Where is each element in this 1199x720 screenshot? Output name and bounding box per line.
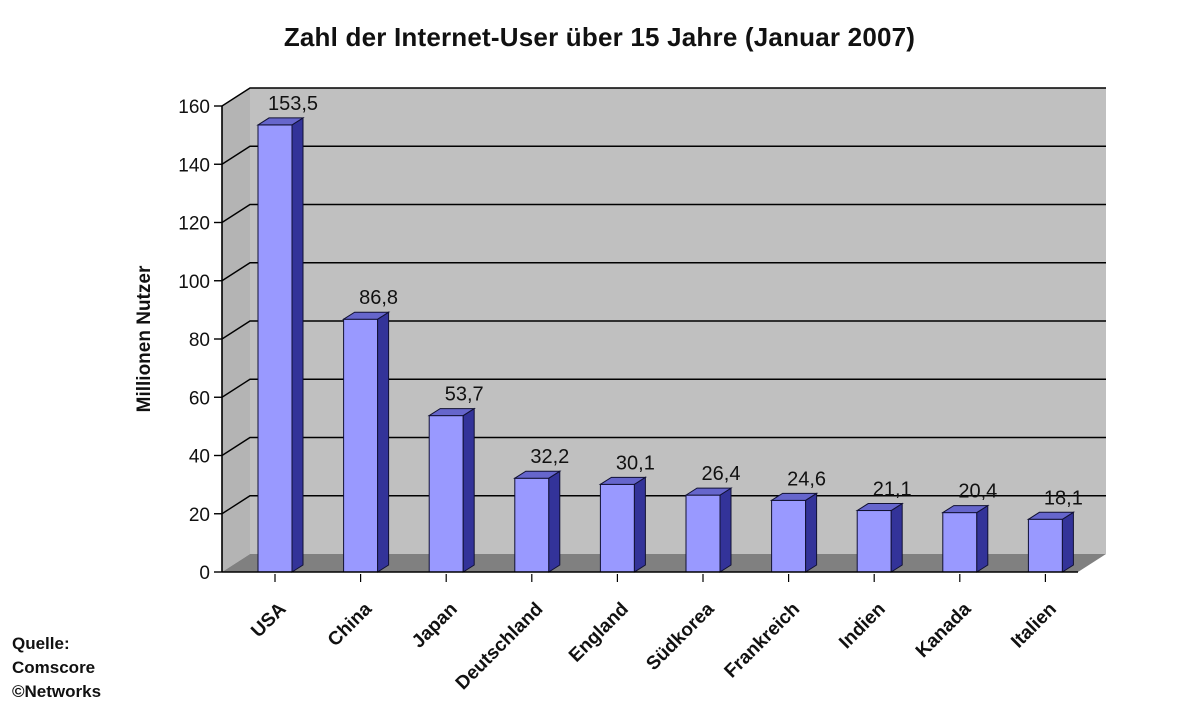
- bar-value-label: 21,1: [873, 479, 912, 501]
- bar-top: [427, 408, 476, 417]
- y-gridline: [221, 203, 1106, 224]
- y-tick-label: 100: [178, 272, 210, 293]
- bar-side: [548, 470, 561, 573]
- y-gridline: [221, 436, 1106, 457]
- bar-value-label: 18,1: [1044, 487, 1083, 509]
- x-category-label: Südkorea: [642, 598, 718, 674]
- bar-side: [462, 407, 475, 573]
- x-category-label: China: [324, 598, 376, 650]
- y-tick-label: 0: [199, 563, 210, 584]
- bar-side: [976, 504, 989, 573]
- x-category-label: Frankreich: [721, 599, 805, 683]
- bar-side: [719, 487, 732, 573]
- bar-top: [598, 476, 648, 485]
- bar-side: [1061, 511, 1074, 573]
- y-gridline: [221, 495, 1106, 515]
- bar-top: [256, 117, 305, 126]
- bar-front: [1027, 518, 1063, 573]
- source-note: Quelle: Comscore ©Networks: [12, 632, 101, 704]
- bar-top: [941, 505, 990, 514]
- bar-side: [633, 476, 646, 573]
- bar-side: [890, 502, 903, 573]
- x-category-label: Deutschland: [452, 599, 547, 694]
- y-tick-label: 80: [189, 330, 210, 351]
- bar-value-label: 30,1: [616, 452, 655, 474]
- y-tick-label: 160: [178, 97, 210, 118]
- bar-top: [1026, 511, 1076, 520]
- bar-top: [769, 492, 819, 501]
- bar-top: [684, 487, 733, 496]
- y-gridline: [221, 87, 1106, 107]
- x-category-label: Japan: [408, 599, 462, 653]
- bar-top: [341, 311, 391, 320]
- x-category-label: Indien: [835, 599, 889, 653]
- y-tick-label: 120: [178, 214, 210, 235]
- x-category-label: England: [565, 599, 633, 667]
- bar-front: [856, 510, 892, 573]
- bar-front: [942, 512, 978, 573]
- y-tick-label: 20: [189, 505, 210, 526]
- y-axis-label: Millionen Nutzer: [134, 265, 155, 412]
- bar-front: [343, 318, 379, 573]
- bar-value-label: 86,8: [359, 287, 398, 309]
- bar-front: [771, 499, 807, 573]
- y-gridline: [221, 262, 1106, 282]
- y-gridline: [221, 145, 1106, 165]
- chart-title: Zahl der Internet-User über 15 Jahre (Ja…: [283, 22, 916, 52]
- bar-value-label: 26,4: [702, 463, 741, 485]
- y-gridline: [221, 378, 1106, 398]
- bar-front: [685, 494, 721, 573]
- source-copyright: ©Networks: [12, 682, 102, 701]
- y-tick-label: 40: [189, 447, 210, 468]
- bar-front: [257, 124, 293, 573]
- x-category-label: Kanada: [912, 598, 976, 662]
- bar-top: [513, 470, 562, 479]
- bar-value-label: 20,4: [958, 481, 997, 503]
- bar-side: [805, 492, 818, 573]
- bar-side: [377, 311, 390, 573]
- source-name: Comscore: [12, 658, 96, 677]
- bar-front: [514, 477, 550, 573]
- y-gridline: [221, 320, 1106, 340]
- bar-side: [291, 117, 304, 573]
- bar-top: [855, 503, 904, 512]
- y-tick-label: 60: [189, 388, 210, 409]
- x-category-label: Italien: [1007, 599, 1061, 653]
- bar-value-label: 32,2: [530, 446, 569, 468]
- source-label: Quelle:: [12, 634, 70, 653]
- bar-value-label: 53,7: [445, 384, 484, 406]
- bar-front: [428, 415, 464, 573]
- x-category-label: USA: [247, 598, 290, 641]
- bar-value-label: 24,6: [787, 468, 826, 490]
- bar-value-label: 153,5: [268, 93, 318, 115]
- y-tick-label: 140: [178, 155, 210, 176]
- bar-front: [599, 483, 635, 573]
